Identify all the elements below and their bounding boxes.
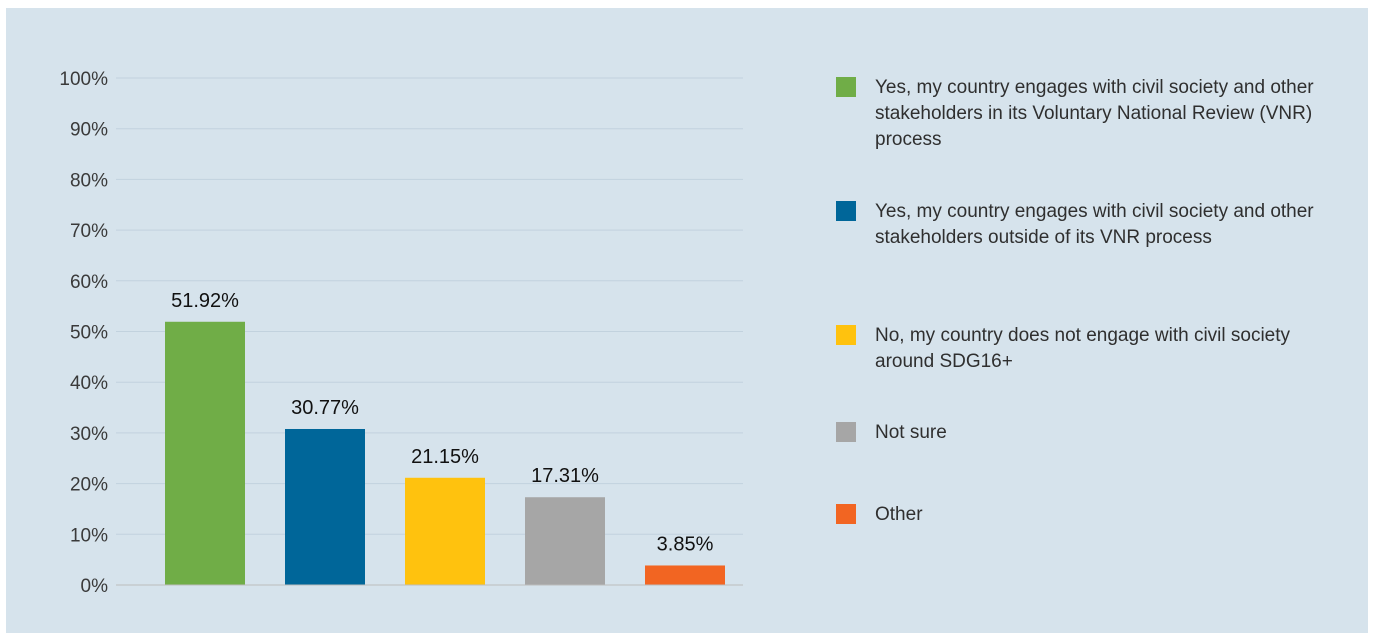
- legend-swatch: [836, 422, 856, 442]
- legend-item-1: Yes, my country engages with civil socie…: [836, 199, 1356, 251]
- data-label-2: 21.15%: [411, 446, 479, 468]
- data-label-3: 17.31%: [531, 465, 599, 487]
- data-label-1: 30.77%: [291, 397, 359, 419]
- y-tick-label: 80%: [70, 170, 108, 191]
- y-tick-label: 90%: [70, 120, 108, 141]
- y-tick-label: 20%: [70, 475, 108, 496]
- y-tick-label: 100%: [59, 69, 108, 90]
- y-tick-label: 60%: [70, 272, 108, 293]
- data-label-4: 3.85%: [657, 533, 714, 555]
- bar-1: [285, 428, 365, 585]
- chart-panel: 0% 10% 20% 30% 40% 50% 60% 70% 80% 90% 100% 51.92%…: [6, 8, 1368, 633]
- legend-item-4: Other: [836, 502, 1356, 528]
- legend-label: Not sure: [875, 422, 947, 443]
- legend-label: Yes, my country engages with civil socie…: [875, 201, 1314, 248]
- y-axis-tick-labels: 0% 10% 20% 30% 40% 50% 60% 70% 80% 90% 100%: [59, 69, 108, 597]
- legend-item-2: No, my country does not engage with civi…: [836, 323, 1356, 375]
- legend-swatch: [836, 201, 856, 221]
- legend-label: No, my country does not engage with civi…: [875, 325, 1291, 372]
- bar-2: [405, 477, 485, 585]
- legend-swatch: [836, 77, 856, 97]
- legend-swatch: [836, 504, 856, 524]
- bar-4: [645, 565, 725, 585]
- data-label-0: 51.92%: [171, 290, 239, 312]
- bar-0: [165, 321, 245, 585]
- y-tick-label: 70%: [70, 221, 108, 242]
- legend-item-3: Not sure: [836, 420, 1356, 446]
- bar-3: [525, 497, 605, 585]
- y-tick-label: 0%: [81, 576, 109, 597]
- legend-item-0: Yes, my country engages with civil socie…: [836, 75, 1356, 153]
- legend-label: Yes, my country engages with civil socie…: [875, 77, 1314, 150]
- y-tick-label: 50%: [70, 323, 108, 344]
- legend-swatch: [836, 325, 856, 345]
- legend-label: Other: [875, 504, 923, 525]
- y-tick-label: 40%: [70, 373, 108, 394]
- bar-chart: 0% 10% 20% 30% 40% 50% 60% 70% 80% 90% 100% 51.92%…: [59, 69, 743, 597]
- y-tick-label: 10%: [70, 525, 108, 546]
- y-tick-label: 30%: [70, 424, 108, 445]
- data-labels: 51.92% 30.77% 21.15% 17.31% 3.85%: [171, 290, 713, 556]
- bars: [165, 321, 725, 585]
